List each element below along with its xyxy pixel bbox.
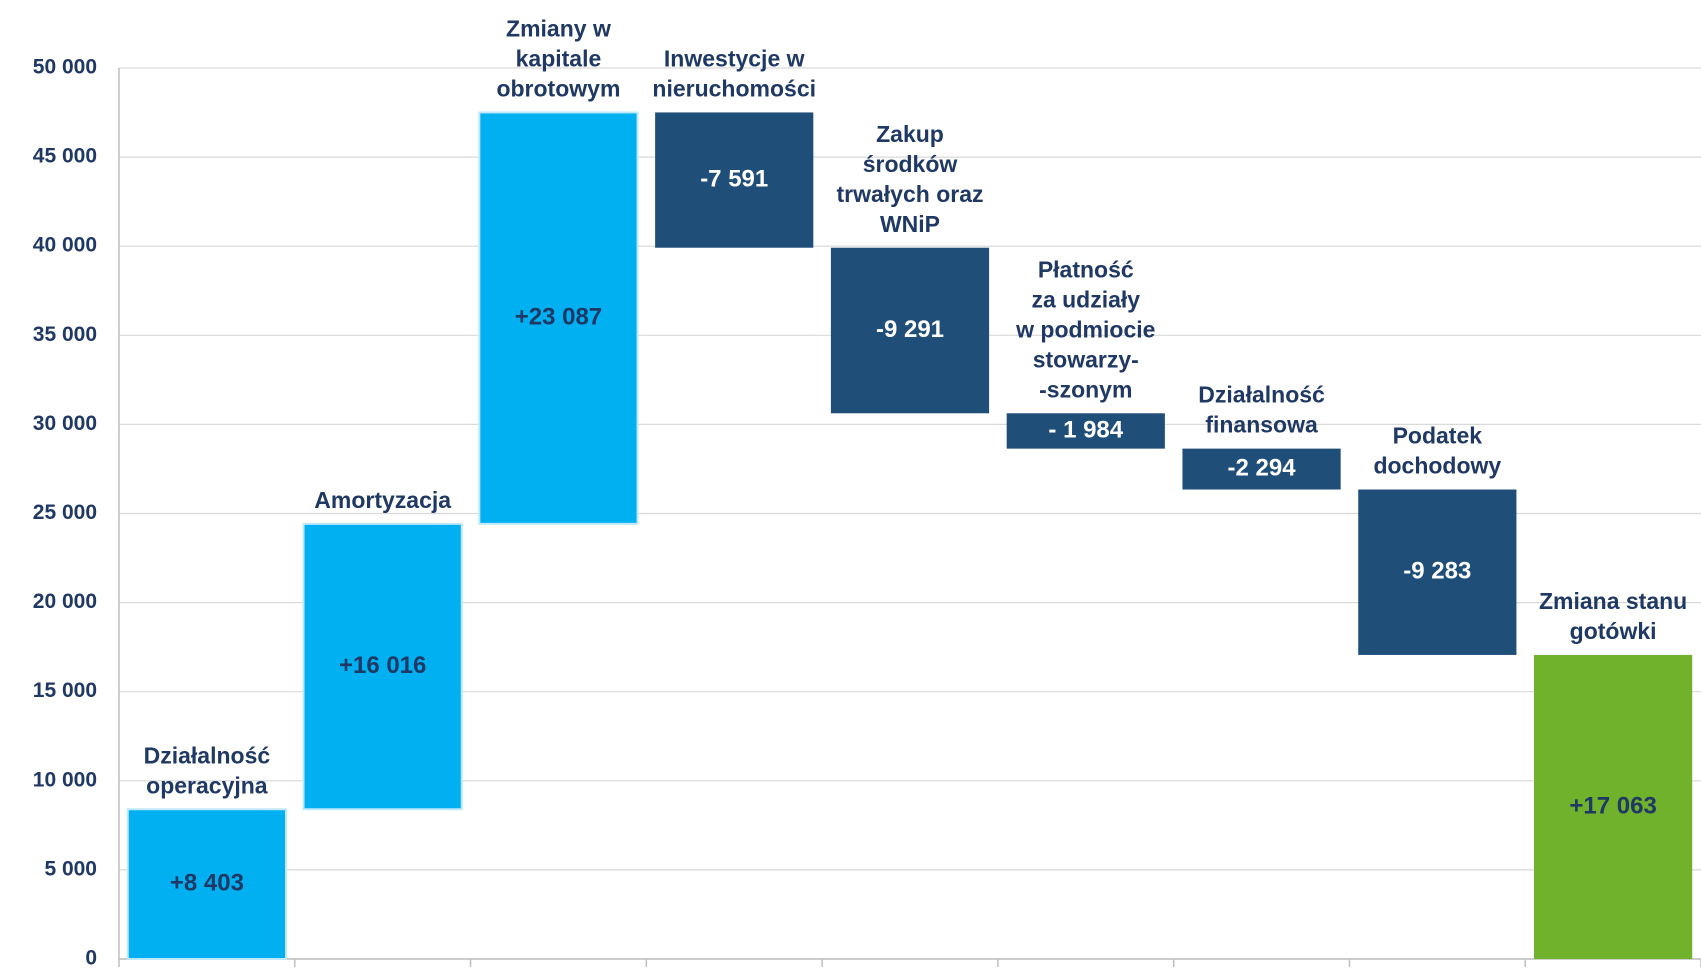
category-label: Działalność [144, 742, 271, 768]
y-tick-label: 10 000 [33, 768, 97, 791]
category-label: gotówki [1570, 618, 1657, 644]
category-label: Płatność [1038, 256, 1134, 282]
y-tick-label: 15 000 [33, 679, 97, 702]
bar [302, 522, 463, 811]
y-tick-label: 20 000 [33, 590, 97, 613]
value-label: +23 087 [515, 303, 602, 330]
y-tick-label: 25 000 [33, 501, 97, 524]
y-tick-label: 0 [85, 947, 97, 969]
category-label: Podatek [1393, 423, 1483, 449]
value-label: -7 591 [700, 165, 768, 192]
category-label: w podmiocie [1015, 316, 1155, 342]
y-tick-label: 50 000 [33, 56, 97, 79]
value-label: - 1 984 [1048, 416, 1123, 443]
value-label: +16 016 [339, 652, 426, 679]
category-label: -szonym [1039, 376, 1132, 402]
bar [1534, 654, 1693, 959]
category-label: Amortyzacja [314, 487, 451, 513]
bar [478, 111, 639, 525]
y-tick-label: 5 000 [44, 857, 97, 880]
category-label: kapitale [516, 46, 602, 72]
category-label: Zmiany w [506, 16, 611, 42]
y-tick-label: 45 000 [33, 145, 97, 168]
category-label: trwałych oraz [837, 181, 984, 207]
bar [1358, 489, 1517, 655]
value-label: +8 403 [170, 869, 244, 896]
y-tick-label: 35 000 [33, 323, 97, 346]
bar [126, 808, 287, 960]
category-label: WNiP [880, 211, 940, 237]
bar [1182, 448, 1341, 490]
category-label: finansowa [1205, 412, 1318, 438]
category-label: Inwestycje w [664, 46, 805, 72]
value-label: -9 291 [876, 316, 944, 343]
category-label: dochodowy [1373, 453, 1501, 479]
category-label: operacyjna [146, 772, 268, 798]
value-label: -9 283 [1403, 558, 1471, 585]
category-label: nieruchomości [652, 76, 816, 102]
bar [830, 247, 990, 414]
category-label: Zakup [876, 121, 944, 147]
category-label: stowarzy- [1033, 346, 1139, 372]
y-tick-label: 40 000 [33, 234, 97, 257]
bar [1006, 413, 1165, 449]
value-label: -2 294 [1228, 454, 1297, 481]
bar [655, 112, 814, 248]
value-label: +17 063 [1569, 792, 1656, 819]
category-label: Działalność [1198, 382, 1325, 408]
category-label: środków [863, 151, 958, 177]
category-label: obrotowym [496, 76, 620, 102]
y-tick-label: 30 000 [33, 412, 97, 435]
category-label: Zmiana stanu [1539, 588, 1687, 614]
category-label: za udziały [1031, 286, 1140, 312]
